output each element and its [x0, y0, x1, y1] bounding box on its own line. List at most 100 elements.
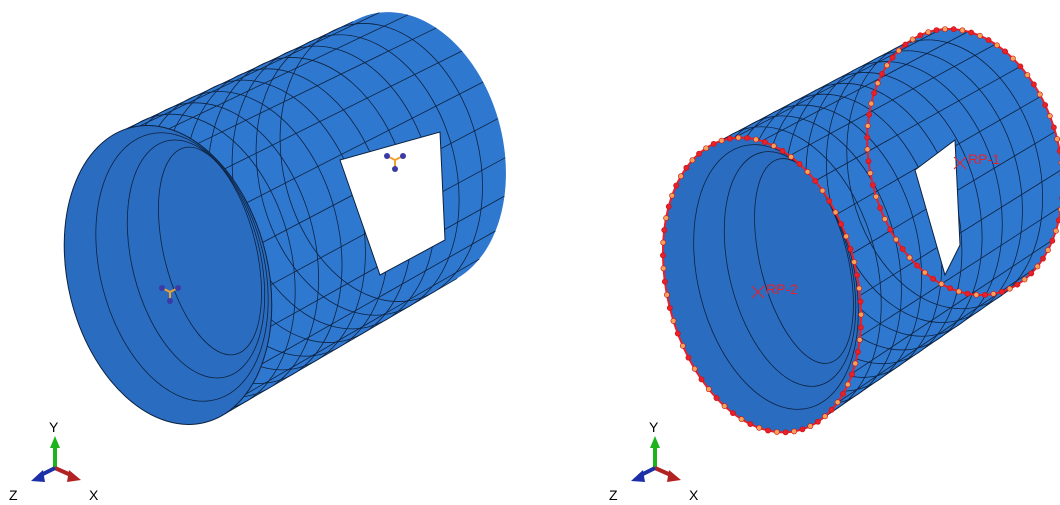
- edge-node: [834, 399, 841, 406]
- edge-node: [683, 164, 690, 171]
- edge-node: [1034, 263, 1041, 270]
- inner-mesh-ring: [754, 158, 854, 364]
- edge-node: [856, 285, 863, 292]
- constraint-node: [400, 153, 406, 159]
- edge-node: [869, 182, 876, 188]
- edge-node: [804, 169, 811, 175]
- edge-node: [713, 395, 720, 401]
- edge-node: [1024, 72, 1031, 78]
- mesh-line: [224, 50, 463, 170]
- edge-node: [947, 285, 953, 292]
- edge-node: [938, 281, 945, 287]
- axis-triad: Y Z X: [609, 419, 699, 503]
- edge-node: [698, 376, 705, 383]
- edge-node: [930, 275, 936, 282]
- edge-node: [933, 27, 940, 34]
- mesh-line: [761, 31, 969, 142]
- edge-node: [1046, 113, 1053, 119]
- edge-node: [660, 265, 667, 272]
- edge-node: [1014, 281, 1021, 288]
- edge-node: [1002, 48, 1008, 55]
- edge-node: [1010, 55, 1016, 62]
- edge-node: [744, 135, 751, 141]
- edge-node: [670, 318, 677, 324]
- edge-node: [770, 143, 777, 149]
- edge-node: [1030, 81, 1037, 88]
- edge-node: [765, 427, 771, 434]
- rp-marker: [953, 156, 967, 170]
- edge-node: [791, 428, 798, 435]
- edge-node: [729, 410, 736, 417]
- reference-point-label: RP-1: [968, 151, 1000, 167]
- edge-node: [955, 288, 962, 295]
- mesh-line: [859, 206, 1060, 337]
- mesh-line: [223, 278, 458, 416]
- edge-node: [1017, 63, 1024, 70]
- inner-mesh-ring: [126, 139, 266, 379]
- edge-node: [721, 403, 728, 409]
- edge-node: [977, 32, 983, 39]
- edge-node: [832, 209, 839, 216]
- edge-node: [990, 290, 997, 297]
- edge-node: [851, 259, 858, 265]
- mesh-line: [859, 170, 1060, 296]
- edge-node: [1040, 255, 1046, 262]
- edge-node: [674, 330, 681, 337]
- edge-node: [854, 272, 860, 279]
- mesh-line: [789, 43, 996, 157]
- window-cutout: [339, 131, 446, 276]
- edge-node: [669, 192, 675, 199]
- edge-node: [893, 236, 900, 243]
- x-axis-label: X: [689, 487, 699, 503]
- edge-node: [1054, 136, 1060, 142]
- edge-node: [840, 390, 846, 397]
- edge-node: [782, 429, 789, 436]
- edge-node: [1021, 276, 1028, 283]
- edge-node: [998, 288, 1005, 295]
- edge-node: [964, 290, 971, 297]
- edge-node: [1045, 247, 1051, 253]
- edge-node: [879, 71, 885, 77]
- edge-node: [922, 269, 928, 276]
- y-axis-head: [650, 436, 660, 448]
- edge-node: [826, 198, 833, 205]
- edge-node: [679, 342, 686, 349]
- edge-node: [852, 360, 859, 367]
- edge-node: [843, 233, 850, 240]
- reference-points: RP-1 RP-2: [751, 151, 1000, 299]
- edge-node: [753, 136, 759, 143]
- x-axis-label: X: [89, 487, 99, 503]
- edge-node: [864, 134, 871, 141]
- edge-node: [747, 421, 754, 427]
- edge-node: [666, 305, 673, 311]
- edge-node: [889, 54, 896, 61]
- edge-node: [857, 298, 864, 305]
- mesh-line: [733, 29, 941, 139]
- edge-node: [909, 36, 916, 43]
- edge-node: [844, 381, 851, 388]
- edge-node: [756, 424, 763, 431]
- edge-node: [881, 216, 888, 222]
- edge-node: [660, 252, 666, 259]
- edge-node: [838, 221, 845, 228]
- inner-mesh-ring: [693, 144, 859, 410]
- mesh-line: [852, 239, 1053, 374]
- edge-node: [973, 291, 980, 298]
- edge-node: [1028, 270, 1035, 277]
- edge-node: [1036, 91, 1043, 98]
- edge-node: [661, 227, 668, 233]
- edge-node: [865, 158, 872, 165]
- constraint-node: [167, 298, 173, 304]
- edge-node: [1050, 124, 1057, 131]
- edge-node: [868, 100, 875, 107]
- edge-node: [710, 140, 717, 147]
- edge-node: [899, 246, 906, 252]
- edge-node: [877, 205, 884, 211]
- rp-marker: [751, 285, 765, 299]
- edge-node: [994, 42, 1000, 49]
- edge-node: [705, 386, 712, 393]
- edge-node: [985, 37, 992, 43]
- edge-node: [678, 173, 684, 180]
- edge-node: [788, 153, 795, 160]
- cylinder-opening: [63, 125, 273, 425]
